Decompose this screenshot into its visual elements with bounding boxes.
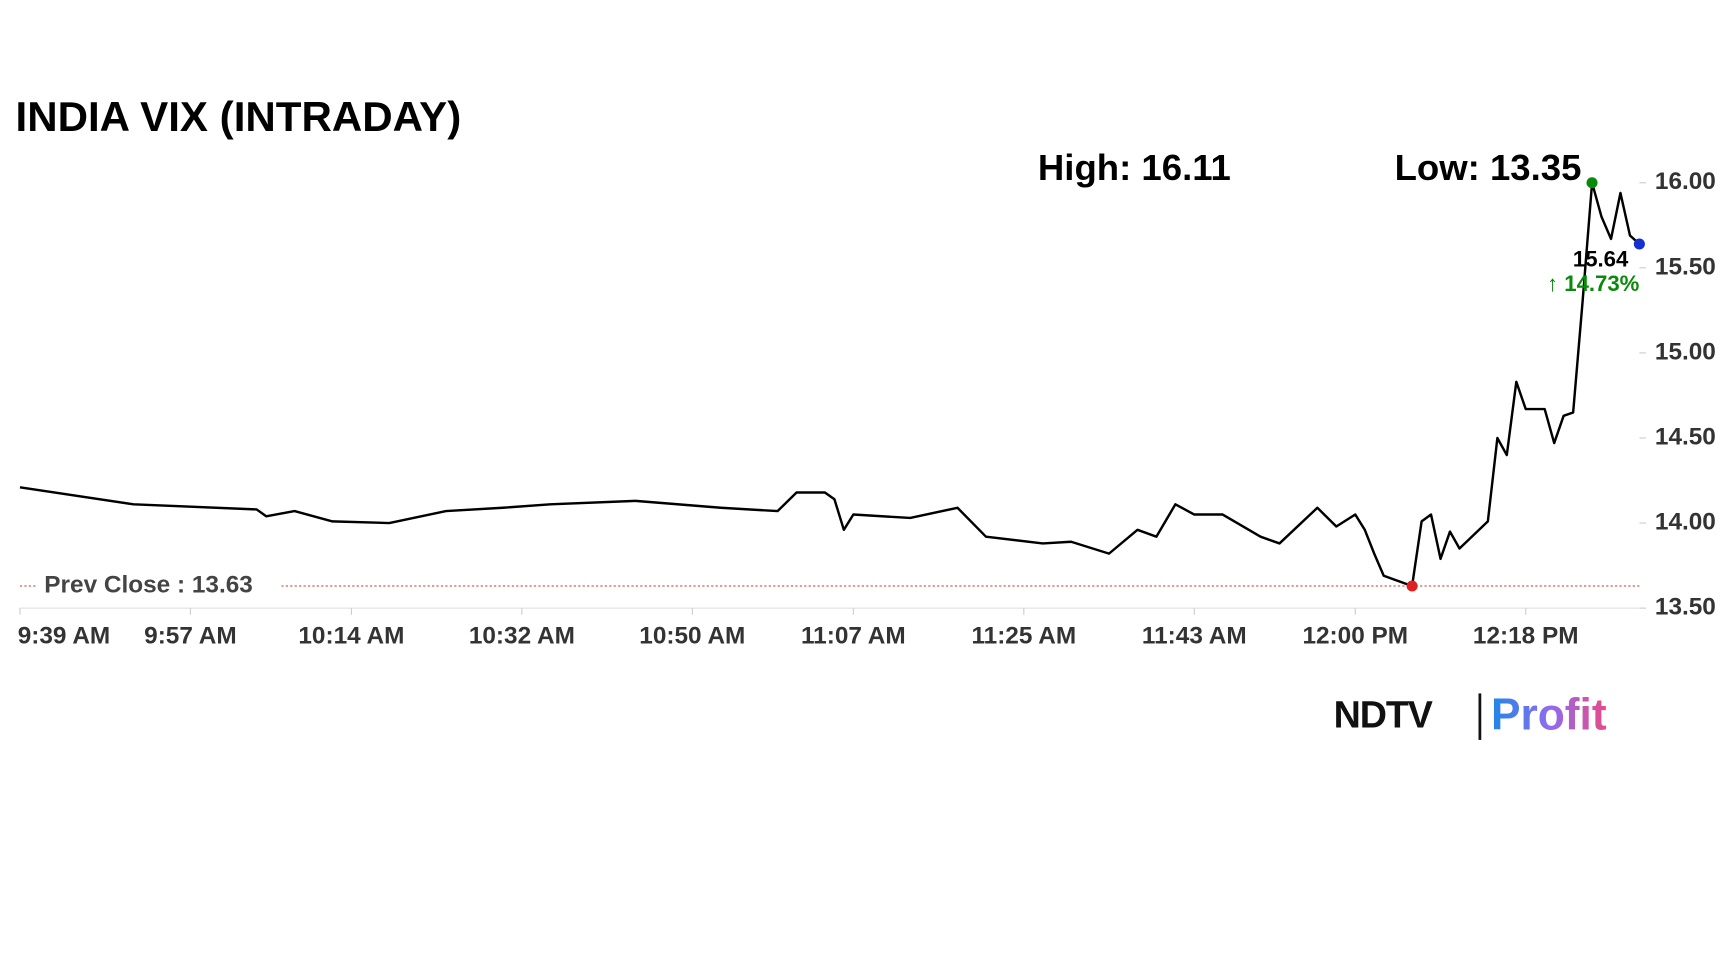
x-tick-label: 9:39 AM xyxy=(18,622,111,649)
change-label: ↑ 14.73% xyxy=(1547,271,1640,296)
y-tick-label: 14.50 xyxy=(1655,423,1716,450)
y-tick-label: 16.00 xyxy=(1655,168,1716,195)
y-tick-label: 15.50 xyxy=(1655,253,1716,280)
x-tick-label: 10:32 AM xyxy=(469,622,575,649)
x-tick-label: 11:25 AM xyxy=(971,622,1076,649)
high-dot xyxy=(1586,177,1598,189)
prev-close-label: Prev Close : 13.63 xyxy=(44,571,253,598)
x-tick-label: 12:18 PM xyxy=(1473,622,1579,649)
x-tick-label: 11:43 AM xyxy=(1142,622,1247,649)
x-tick-label: 9:57 AM xyxy=(144,622,237,649)
x-tick-label: 12:00 PM xyxy=(1302,622,1408,649)
logo-profit: Profit xyxy=(1491,690,1607,739)
chart-title: INDIA VIX (INTRADAY) xyxy=(16,93,462,140)
x-tick-label: 10:14 AM xyxy=(298,622,404,649)
last-value: 15.64 xyxy=(1573,246,1629,271)
y-tick-label: 15.00 xyxy=(1655,338,1716,365)
price-line xyxy=(19,181,1641,588)
prev-close-bg xyxy=(37,570,282,602)
low-annotation: Low: 13.35 xyxy=(1395,147,1582,188)
high-annotation: High: 16.11 xyxy=(1038,147,1231,188)
y-tick-label: 14.00 xyxy=(1655,508,1716,535)
x-tick-label: 10:50 AM xyxy=(639,622,745,649)
last-dot xyxy=(1633,238,1645,250)
y-tick-label: 13.50 xyxy=(1655,594,1716,621)
x-tick-label: 11:07 AM xyxy=(801,622,906,649)
logo-ndtv: NDTV xyxy=(1334,694,1433,736)
low-dot xyxy=(1406,580,1418,592)
